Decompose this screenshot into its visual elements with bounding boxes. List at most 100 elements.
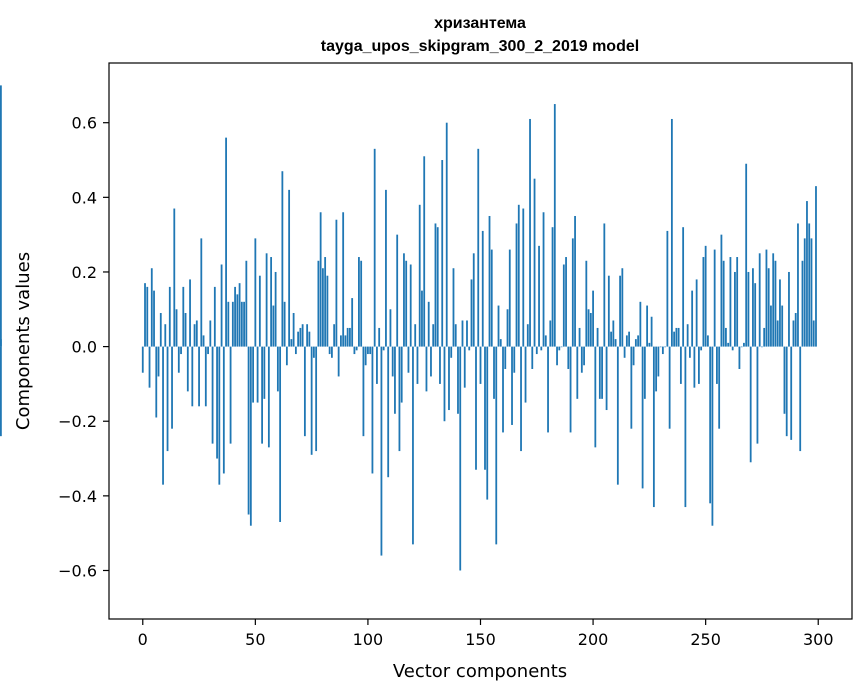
- bar: [432, 324, 435, 347]
- bar: [682, 227, 685, 347]
- bar: [693, 346, 696, 388]
- bar: [234, 286, 236, 347]
- bar: [484, 346, 486, 470]
- bar: [389, 309, 392, 347]
- bar: [531, 346, 534, 369]
- bar: [774, 260, 777, 347]
- bar: [495, 346, 498, 545]
- bar: [254, 238, 257, 347]
- bar: [652, 346, 655, 508]
- bar: [189, 279, 191, 347]
- bar: [542, 212, 545, 347]
- bar: [209, 320, 212, 347]
- bar: [567, 346, 570, 369]
- bar: [565, 257, 567, 347]
- bar: [463, 346, 466, 388]
- bar: [749, 346, 752, 463]
- bar: [281, 171, 284, 347]
- bar: [290, 339, 293, 347]
- bar: [698, 346, 700, 384]
- bar: [297, 331, 300, 347]
- y-axis-label: Components values: [13, 252, 34, 430]
- bar: [346, 327, 349, 347]
- bar: [353, 346, 356, 355]
- bar: [276, 346, 279, 392]
- x-axis-label: Vector components: [393, 661, 567, 682]
- bar: [727, 342, 730, 347]
- bar: [430, 346, 432, 377]
- bar: [587, 309, 590, 347]
- bar: [180, 346, 182, 355]
- bar: [412, 346, 414, 545]
- x-tick-label: 250: [690, 630, 721, 649]
- bar: [646, 305, 649, 347]
- bar: [448, 346, 450, 411]
- bar: [558, 346, 561, 351]
- bar: [312, 346, 315, 358]
- bar: [772, 253, 775, 347]
- bar: [547, 346, 549, 433]
- bar: [240, 301, 243, 347]
- bar: [549, 320, 552, 347]
- y-tick-label: 0.2: [72, 263, 97, 282]
- bar: [274, 271, 277, 347]
- bar: [216, 346, 218, 459]
- bar: [475, 346, 477, 470]
- bar: [707, 335, 709, 347]
- bar: [758, 253, 761, 347]
- bar: [508, 249, 511, 347]
- bar: [754, 283, 757, 347]
- bar: [560, 346, 563, 348]
- bar: [801, 260, 804, 347]
- bar: [616, 346, 619, 485]
- bar: [466, 320, 468, 347]
- bar: [191, 346, 194, 407]
- bar: [331, 346, 333, 358]
- bar: [790, 346, 793, 440]
- bar: [340, 335, 342, 347]
- bar: [679, 346, 682, 384]
- bar: [506, 309, 509, 347]
- bar: [405, 260, 408, 347]
- bar: [362, 346, 365, 437]
- bar: [576, 346, 579, 399]
- bar: [605, 346, 608, 411]
- bar: [479, 346, 482, 384]
- bar: [168, 286, 171, 347]
- bar: [200, 238, 203, 347]
- bar: [765, 249, 768, 347]
- bar: [763, 327, 766, 347]
- bar: [472, 253, 475, 347]
- bar: [799, 346, 802, 452]
- bar: [610, 331, 612, 347]
- bar: [409, 264, 412, 347]
- bar: [256, 346, 259, 403]
- bar: [457, 346, 459, 414]
- bar: [664, 346, 667, 348]
- bar: [585, 260, 588, 347]
- bar: [668, 346, 671, 429]
- bar: [637, 335, 640, 347]
- bar: [673, 331, 676, 347]
- bar: [434, 223, 437, 347]
- bar: [544, 335, 547, 347]
- bar: [319, 212, 322, 347]
- bar: [337, 346, 340, 377]
- bar: [157, 346, 160, 377]
- bar: [385, 189, 387, 347]
- bar: [182, 286, 185, 347]
- bar: [454, 324, 457, 347]
- bar: [684, 346, 687, 508]
- bar: [220, 264, 223, 347]
- bar: [369, 346, 372, 355]
- bar: [292, 313, 295, 347]
- bar: [569, 346, 572, 433]
- bar: [533, 178, 536, 347]
- bar: [378, 327, 381, 347]
- bar: [265, 253, 268, 347]
- bar: [207, 346, 209, 355]
- bar: [628, 331, 630, 347]
- bar: [770, 305, 772, 347]
- bar: [596, 327, 599, 347]
- bar: [493, 346, 495, 399]
